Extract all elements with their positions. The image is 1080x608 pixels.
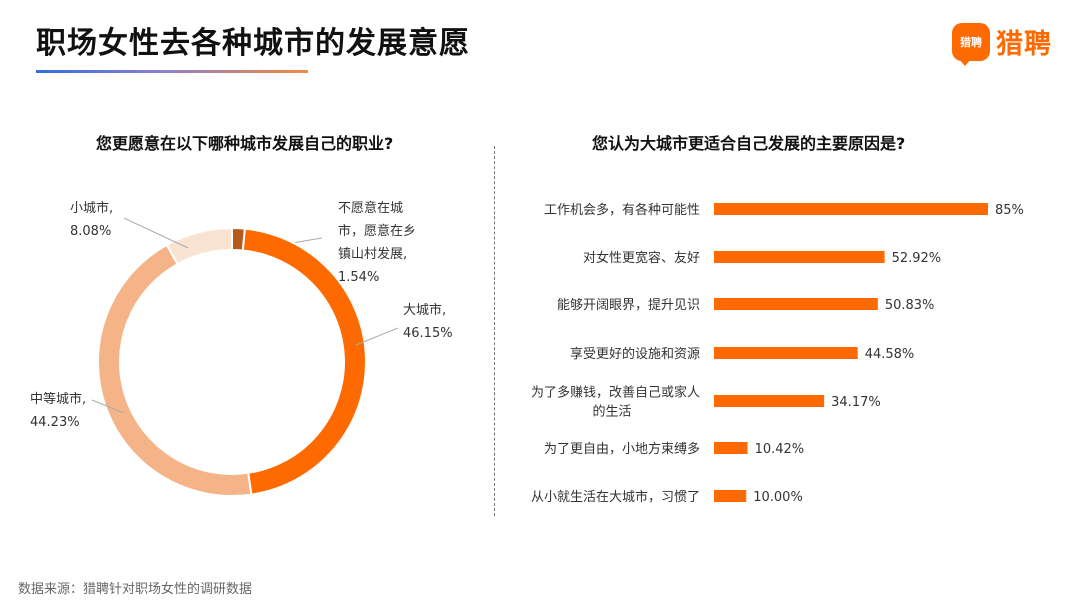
pie-leader-line xyxy=(123,217,189,249)
logo-text: 猎聘 xyxy=(996,29,1052,60)
bar-category-label: 工作机会多，有各种可能性 xyxy=(544,202,700,218)
bar-value-label: 44.58% xyxy=(865,347,915,362)
bar xyxy=(714,203,988,215)
pie-label: 大城市, xyxy=(403,302,446,318)
left-chart-subtitle: 您更愿意在以下哪种城市发展自己的职业? xyxy=(96,134,394,153)
pie-label: 市，愿意在乡 xyxy=(338,223,416,239)
bar xyxy=(714,298,878,310)
pie-slice xyxy=(165,226,233,266)
bar-category-label: 能够开阔眼界，提升见识 xyxy=(557,297,700,313)
pie-leader-line xyxy=(91,399,125,414)
bar xyxy=(714,251,885,263)
pie-label: 中等城市, xyxy=(30,391,86,407)
brand-logo: 猎聘 猎聘 xyxy=(952,22,1052,66)
bar xyxy=(714,395,825,407)
pie-label: 1.54% xyxy=(338,270,379,285)
bar-value-label: 10.00% xyxy=(753,490,803,505)
pie-label: 不愿意在城 xyxy=(338,200,403,216)
right-chart-subtitle: 您认为大城市更适合自己发展的主要原因是? xyxy=(592,134,906,153)
chart-divider xyxy=(494,146,495,516)
data-source: 数据来源：猎聘针对职场女性的调研数据 xyxy=(18,582,253,597)
page-title: 职场女性去各种城市的发展意愿 xyxy=(36,26,470,61)
pie-label: 镇山村发展, xyxy=(338,246,407,262)
pie-slice xyxy=(97,243,253,497)
bar-value-label: 85% xyxy=(995,203,1024,218)
bar-category-label: 为了更自由，小地方束缚多 xyxy=(544,441,700,457)
pie-leader-line xyxy=(355,327,399,346)
pie-label: 小城市, xyxy=(70,200,113,216)
bar-category-label: 的生活 xyxy=(592,404,631,420)
pie-label: 8.08% xyxy=(70,224,111,239)
bar xyxy=(714,490,747,502)
bar-category-label: 从小就生活在大城市，习惯了 xyxy=(531,489,700,505)
bar xyxy=(714,442,748,454)
bar-category-label: 对女性更宽容、友好 xyxy=(583,250,700,266)
bar-category-label: 享受更好的设施和资源 xyxy=(570,346,700,362)
pie-label: 46.15% xyxy=(403,326,453,341)
logo-icon: 猎聘 xyxy=(952,22,990,66)
bar-value-label: 34.17% xyxy=(831,395,881,410)
bar-category-label: 为了多赚钱，改善自己或家人 xyxy=(531,385,700,401)
bar-value-label: 50.83% xyxy=(885,298,935,313)
pie-slice xyxy=(241,227,367,496)
bar-value-label: 52.92% xyxy=(892,251,942,266)
title-underline xyxy=(36,70,308,73)
bar xyxy=(714,347,858,359)
pie-label: 44.23% xyxy=(30,415,80,430)
bar-value-label: 10.42% xyxy=(755,442,805,457)
